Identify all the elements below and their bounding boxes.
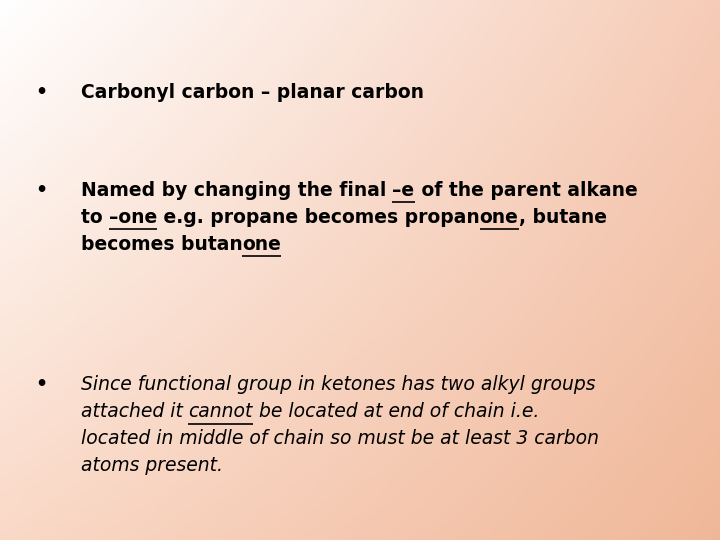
Text: Since functional group in ketones has two alkyl groups: Since functional group in ketones has tw…: [81, 375, 595, 394]
Text: –one: –one: [109, 208, 157, 227]
Text: •: •: [35, 180, 48, 200]
Text: Carbonyl carbon – planar carbon: Carbonyl carbon – planar carbon: [81, 83, 423, 103]
Text: of the parent alkane: of the parent alkane: [415, 180, 637, 200]
Text: , butane: , butane: [518, 208, 606, 227]
Text: to: to: [81, 208, 109, 227]
Text: cannot: cannot: [189, 402, 253, 421]
Text: e.g. propane becomes propan: e.g. propane becomes propan: [157, 208, 480, 227]
Text: be located at end of chain i.e.: be located at end of chain i.e.: [253, 402, 539, 421]
Text: located in middle of chain so must be at least 3 carbon: located in middle of chain so must be at…: [81, 429, 598, 448]
Text: becomes butan: becomes butan: [81, 235, 243, 254]
Text: one: one: [243, 235, 282, 254]
Text: one: one: [480, 208, 518, 227]
Text: –e: –e: [392, 180, 415, 200]
Text: •: •: [35, 375, 48, 394]
Text: attached it: attached it: [81, 402, 189, 421]
Text: atoms present.: atoms present.: [81, 456, 222, 475]
Text: Named by changing the final: Named by changing the final: [81, 180, 392, 200]
Text: •: •: [35, 83, 48, 103]
